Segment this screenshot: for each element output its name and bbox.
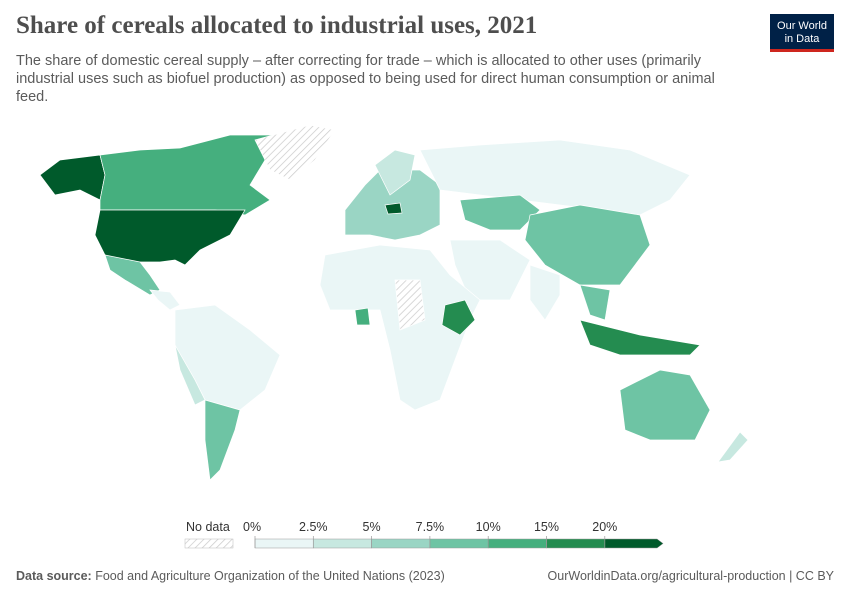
logo-line: in Data — [784, 33, 820, 45]
legend-bin — [546, 538, 606, 549]
country[interactable] — [254, 124, 336, 181]
country[interactable] — [374, 149, 416, 196]
country[interactable] — [394, 279, 426, 331]
legend-tick-label: 7.5% — [416, 520, 445, 534]
legend-tick-label: 5% — [363, 520, 381, 534]
country[interactable] — [449, 239, 531, 301]
country[interactable] — [579, 284, 611, 321]
country[interactable] — [99, 134, 276, 216]
legend-bin — [313, 538, 372, 549]
country[interactable] — [94, 209, 246, 266]
legend-tick-label: 0% — [243, 520, 261, 534]
country[interactable] — [619, 369, 711, 441]
country[interactable] — [204, 399, 241, 481]
source: Data source: Food and Agriculture Organi… — [16, 569, 445, 583]
title: Share of cereals allocated to industrial… — [16, 12, 538, 39]
legend-tick-label: 2.5% — [299, 520, 328, 534]
country[interactable] — [529, 264, 561, 321]
country[interactable] — [384, 202, 403, 215]
country[interactable] — [174, 344, 206, 406]
legend-bin — [371, 538, 431, 549]
country[interactable] — [579, 319, 701, 356]
source-text: Food and Agriculture Organization of the… — [95, 569, 445, 583]
legend-bin — [604, 538, 664, 549]
country[interactable] — [441, 299, 476, 336]
logo-line: Our World — [777, 20, 827, 32]
legend-tick-label: 20% — [592, 520, 617, 534]
legend-bin — [254, 538, 314, 549]
subtitle: The share of domestic cereal supply – af… — [16, 53, 715, 105]
country[interactable] — [149, 289, 181, 311]
country[interactable] — [524, 204, 651, 286]
country[interactable] — [419, 139, 691, 216]
source-label: Data source: — [16, 569, 92, 583]
logo[interactable]: Our World in Data — [770, 14, 834, 52]
country[interactable] — [354, 307, 371, 326]
country[interactable] — [459, 194, 541, 231]
legend-tick-label: 15% — [534, 520, 559, 534]
country[interactable] — [39, 154, 106, 201]
no-data-label: No data — [186, 520, 230, 534]
url[interactable]: OurWorldinData.org/agricultural-producti… — [547, 569, 834, 583]
country[interactable] — [717, 431, 749, 463]
no-data-swatch — [184, 538, 234, 549]
legend-bin — [429, 538, 489, 549]
legend-bin — [487, 538, 547, 549]
countries — [39, 124, 749, 481]
legend-tick-label: 10% — [476, 520, 501, 534]
